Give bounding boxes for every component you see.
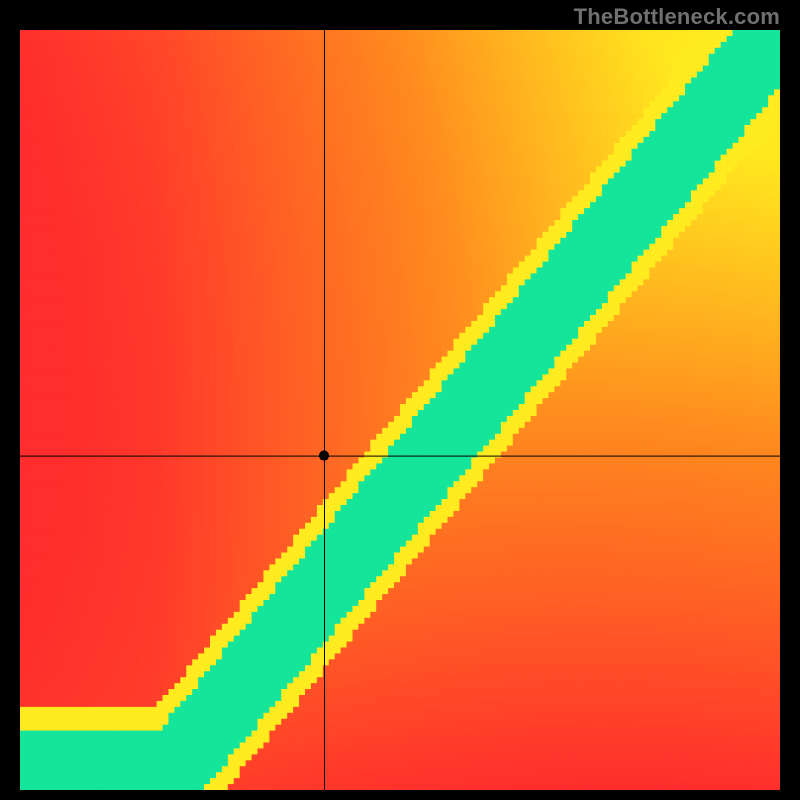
bottleneck-heatmap [20, 30, 780, 790]
chart-container: TheBottleneck.com [0, 0, 800, 800]
watermark-text: TheBottleneck.com [574, 4, 780, 30]
